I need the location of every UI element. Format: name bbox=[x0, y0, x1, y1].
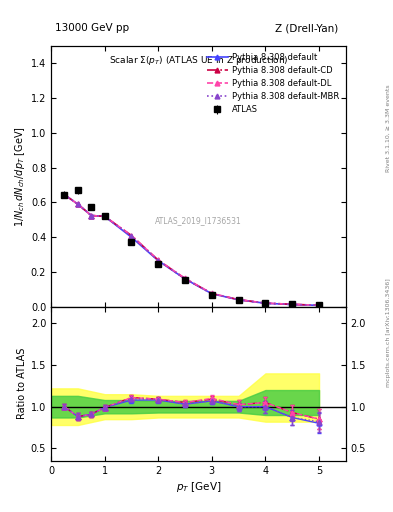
Pythia 8.308 default-CD bbox=[209, 290, 214, 296]
Pythia 8.308 default-MBR bbox=[183, 276, 187, 282]
Text: ATLAS_2019_I1736531: ATLAS_2019_I1736531 bbox=[155, 216, 242, 225]
Line: Pythia 8.308 default: Pythia 8.308 default bbox=[62, 192, 321, 308]
Pythia 8.308 default-DL bbox=[183, 275, 187, 282]
Line: Pythia 8.308 default-CD: Pythia 8.308 default-CD bbox=[62, 192, 321, 308]
Pythia 8.308 default bbox=[183, 276, 187, 282]
Pythia 8.308 default-DL bbox=[263, 300, 268, 306]
X-axis label: $p_T$ [GeV]: $p_T$ [GeV] bbox=[176, 480, 221, 494]
Pythia 8.308 default-CD bbox=[75, 201, 80, 207]
Pythia 8.308 default-MBR bbox=[209, 291, 214, 297]
Text: mcplots.cern.ch [arXiv:1306.3436]: mcplots.cern.ch [arXiv:1306.3436] bbox=[386, 279, 391, 387]
Pythia 8.308 default-DL bbox=[156, 257, 161, 263]
Pythia 8.308 default-DL bbox=[75, 201, 80, 207]
Pythia 8.308 default bbox=[129, 234, 134, 240]
Y-axis label: $1/N_{ch}\,dN_{ch}/dp_{T}$ [GeV]: $1/N_{ch}\,dN_{ch}/dp_{T}$ [GeV] bbox=[13, 126, 27, 227]
Pythia 8.308 default-CD bbox=[236, 296, 241, 303]
Pythia 8.308 default-MBR bbox=[62, 191, 67, 198]
Text: 13000 GeV pp: 13000 GeV pp bbox=[55, 23, 129, 33]
Text: Scalar $\Sigma(p_T)$ (ATLAS UE in Z production): Scalar $\Sigma(p_T)$ (ATLAS UE in Z prod… bbox=[109, 54, 288, 67]
Legend: Pythia 8.308 default, Pythia 8.308 default-CD, Pythia 8.308 default-DL, Pythia 8: Pythia 8.308 default, Pythia 8.308 defau… bbox=[204, 50, 342, 117]
Pythia 8.308 default-DL bbox=[62, 191, 67, 198]
Pythia 8.308 default-MBR bbox=[75, 201, 80, 207]
Pythia 8.308 default-MBR bbox=[236, 297, 241, 303]
Pythia 8.308 default bbox=[290, 302, 295, 308]
Pythia 8.308 default-CD bbox=[129, 232, 134, 239]
Pythia 8.308 default-CD bbox=[263, 300, 268, 306]
Pythia 8.308 default-CD bbox=[290, 301, 295, 307]
Text: Z (Drell-Yan): Z (Drell-Yan) bbox=[275, 23, 338, 33]
Line: Pythia 8.308 default-DL: Pythia 8.308 default-DL bbox=[62, 192, 321, 308]
Pythia 8.308 default-MBR bbox=[129, 233, 134, 240]
Text: Rivet 3.1.10, ≥ 3.3M events: Rivet 3.1.10, ≥ 3.3M events bbox=[386, 84, 391, 172]
Pythia 8.308 default bbox=[317, 302, 321, 308]
Pythia 8.308 default-MBR bbox=[89, 212, 94, 219]
Y-axis label: Ratio to ATLAS: Ratio to ATLAS bbox=[17, 348, 27, 419]
Pythia 8.308 default-DL bbox=[89, 212, 94, 219]
Pythia 8.308 default-CD bbox=[183, 275, 187, 282]
Pythia 8.308 default bbox=[75, 201, 80, 207]
Pythia 8.308 default-MBR bbox=[156, 258, 161, 264]
Pythia 8.308 default-CD bbox=[89, 212, 94, 219]
Pythia 8.308 default bbox=[156, 258, 161, 264]
Pythia 8.308 default-CD bbox=[156, 257, 161, 263]
Pythia 8.308 default-CD bbox=[317, 302, 321, 308]
Pythia 8.308 default bbox=[263, 300, 268, 306]
Pythia 8.308 default-DL bbox=[317, 302, 321, 308]
Pythia 8.308 default bbox=[89, 212, 94, 219]
Pythia 8.308 default-DL bbox=[209, 290, 214, 296]
Pythia 8.308 default-DL bbox=[290, 301, 295, 307]
Pythia 8.308 default bbox=[102, 214, 107, 220]
Pythia 8.308 default bbox=[62, 191, 67, 198]
Pythia 8.308 default-CD bbox=[102, 214, 107, 220]
Line: Pythia 8.308 default-MBR: Pythia 8.308 default-MBR bbox=[62, 192, 321, 308]
Pythia 8.308 default-CD bbox=[62, 191, 67, 198]
Pythia 8.308 default-MBR bbox=[317, 302, 321, 308]
Pythia 8.308 default-DL bbox=[129, 232, 134, 239]
Pythia 8.308 default-MBR bbox=[290, 302, 295, 308]
Pythia 8.308 default bbox=[236, 297, 241, 303]
Pythia 8.308 default-DL bbox=[236, 296, 241, 303]
Pythia 8.308 default-MBR bbox=[263, 300, 268, 306]
Pythia 8.308 default-DL bbox=[102, 214, 107, 220]
Pythia 8.308 default-MBR bbox=[102, 214, 107, 220]
Pythia 8.308 default bbox=[209, 291, 214, 297]
